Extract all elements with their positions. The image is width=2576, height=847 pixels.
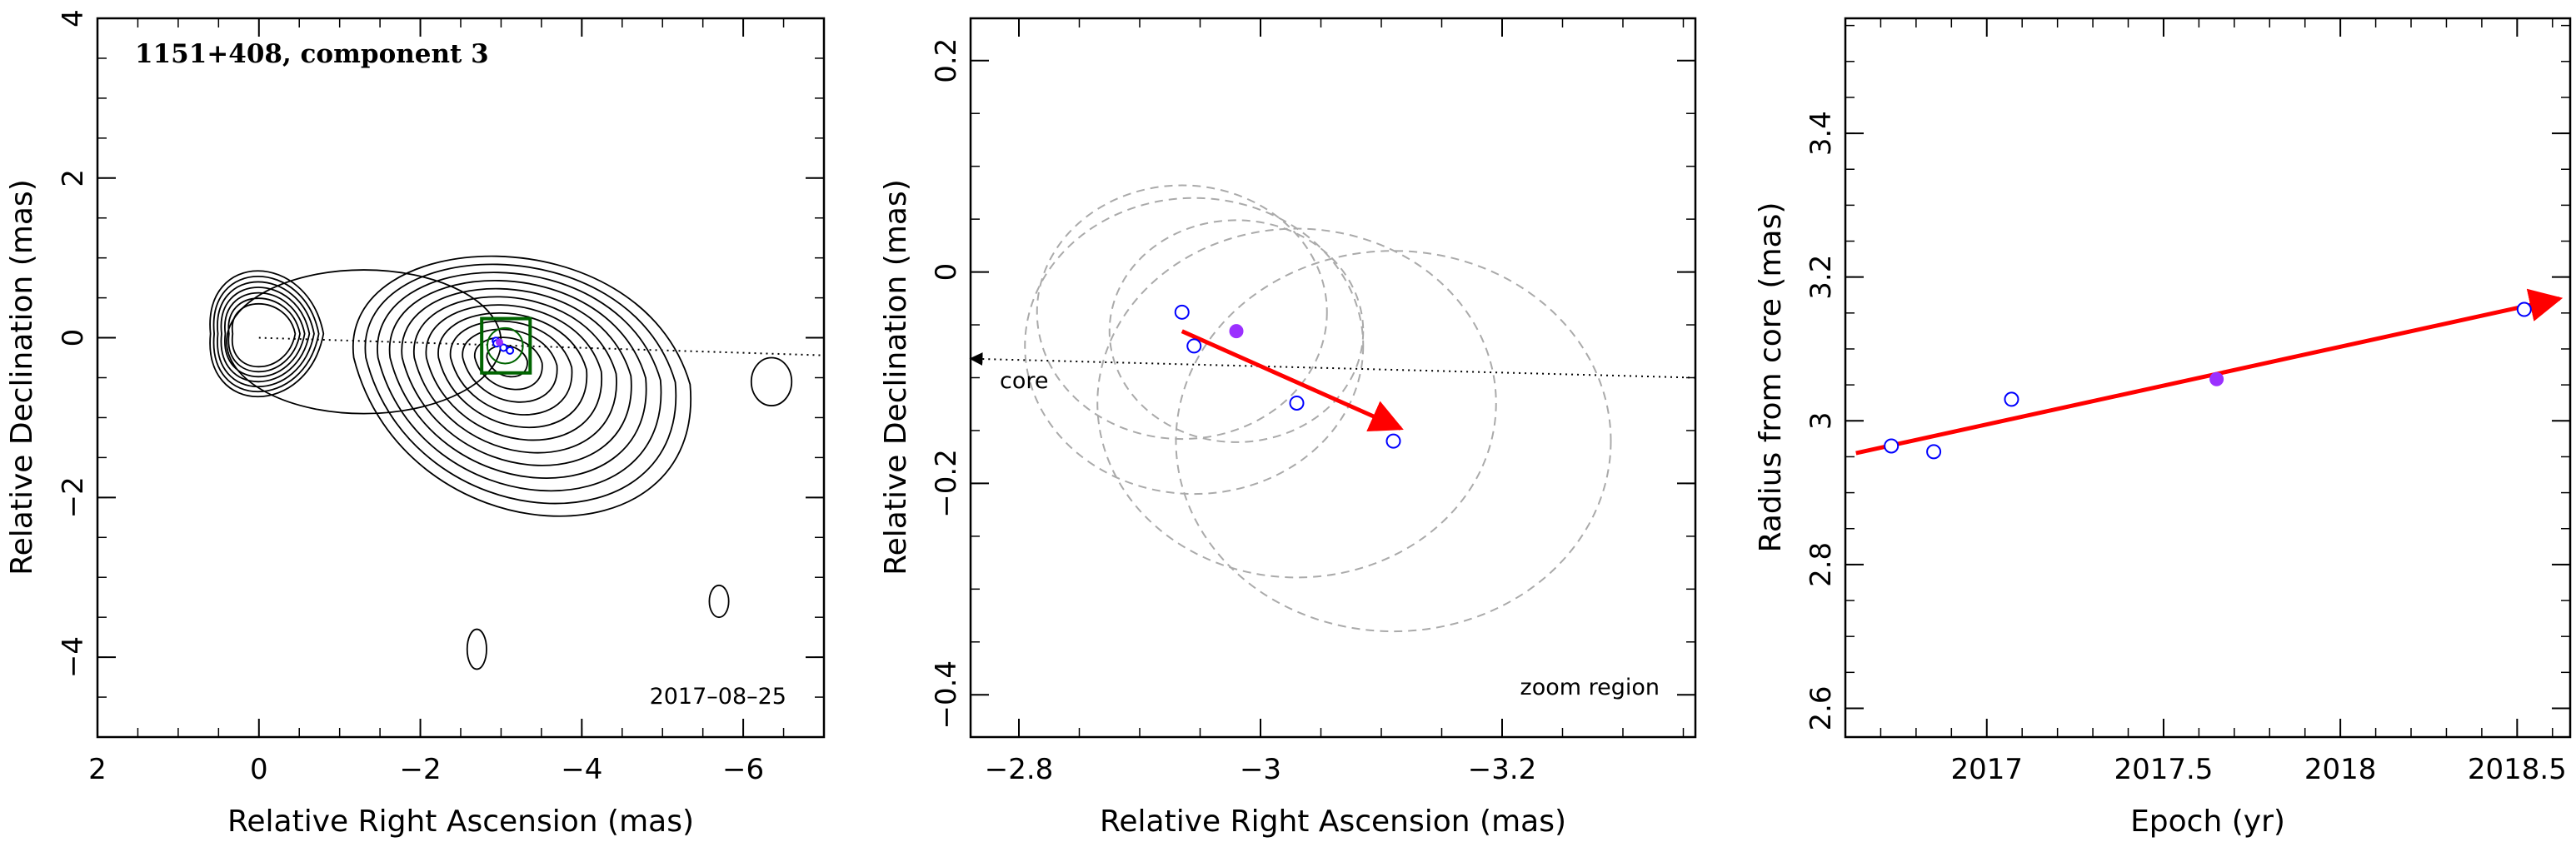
- component-contour: [377, 272, 662, 492]
- map-y-tick-label: 4: [57, 9, 90, 27]
- zoom-open-point: [1174, 304, 1190, 320]
- map-ticks: 2 0 −2 −4 −6 4 2 0 −2 −4: [57, 9, 825, 786]
- map-y-tick-label: −4: [57, 636, 90, 678]
- outer-contour: [466, 628, 487, 670]
- zoom-y-tick-label: −0.4: [930, 660, 963, 730]
- outer-contour: [708, 584, 730, 619]
- radius-y-tick-label: 3.2: [1805, 255, 1838, 300]
- zoom-open-point: [1186, 338, 1202, 354]
- radius-y-tick-label: 3.4: [1805, 111, 1838, 156]
- error-circle: [1108, 219, 1365, 443]
- map-x-tick-label: 2: [88, 753, 107, 786]
- map-y-axis-label: Relative Declination (mas): [5, 179, 39, 575]
- radius-ticks: 2017 2017.5 2018 2018.5 2.6 2.8 3 3.2 3.4: [1805, 18, 2570, 786]
- map-title: 1151+408, component 3: [135, 39, 489, 69]
- map-panel: 2 0 −2 −4 −6 4 2 0 −2 −4 1151+408, component 3 20…: [5, 9, 826, 839]
- zoom-open-point: [1385, 433, 1401, 449]
- map-x-axis-label: Relative Right Ascension (mas): [227, 805, 694, 839]
- core-contour: [227, 297, 301, 373]
- radius-open-point: [1884, 438, 1900, 454]
- radius-y-tick-label: 2.8: [1805, 542, 1838, 587]
- core-contour: [232, 302, 297, 368]
- zoom-y-axis-label: Relative Declination (mas): [879, 179, 913, 575]
- component-contour: [401, 287, 632, 466]
- map-marks: [258, 316, 825, 375]
- radius-open-point: [2516, 301, 2532, 317]
- zoom-circle: [486, 326, 524, 365]
- zoom-box: [480, 316, 532, 375]
- map-x-tick-label: −4: [561, 753, 602, 786]
- jet-axis-line: [258, 336, 825, 356]
- zoom-y-tick-label: 0: [930, 263, 963, 282]
- radius-x-axis-label: Epoch (yr): [2130, 805, 2285, 839]
- core-contour: [209, 270, 325, 397]
- component-contour: [364, 263, 677, 505]
- zoom-region-label: zoom region: [1520, 675, 1660, 700]
- map-x-tick-label: 0: [250, 753, 268, 786]
- radius-marks: [1855, 288, 2564, 460]
- error-circle: [1024, 197, 1365, 496]
- map-x-tick-label: −6: [722, 753, 764, 786]
- radius-frame: [1844, 17, 2572, 739]
- radius-x-tick-label: 2018.5: [2468, 753, 2567, 786]
- radius-x-tick-label: 2017: [1950, 753, 2023, 786]
- zoom-x-axis-label: Relative Right Ascension (mas): [1100, 805, 1566, 839]
- radius-y-axis-label: Radius from core (mas): [1754, 202, 1788, 553]
- radius-filled-point: [2209, 371, 2224, 386]
- zoom-y-tick-label: 0.2: [930, 38, 963, 83]
- component-contour: [352, 255, 691, 517]
- zoom-x-tick-label: −3.2: [1468, 753, 1537, 786]
- radius-x-tick-label: 2018: [2304, 753, 2377, 786]
- component-contour: [413, 296, 617, 454]
- map-open-point: [506, 346, 515, 355]
- component-contour: [437, 312, 587, 428]
- component-contour: [449, 320, 573, 416]
- component-contour: [425, 304, 602, 441]
- radius-x-tick-label: 2017.5: [2114, 753, 2213, 786]
- component-contour: [388, 280, 647, 479]
- map-y-tick-label: −2: [57, 476, 90, 518]
- core-contour: [220, 286, 311, 383]
- core-contour: [217, 281, 315, 387]
- radius-y-tick-label: 3: [1805, 411, 1838, 430]
- radius-open-point: [2004, 391, 2019, 407]
- error-circle: [1096, 227, 1497, 579]
- zoom-ticks: −2.8 −3 −3.2 0.2 0 −0.2 −0.4: [930, 18, 1695, 786]
- zoom-x-tick-label: −2.8: [985, 753, 1054, 786]
- zoom-x-tick-label: −3: [1240, 753, 1281, 786]
- zoom-marks: [969, 184, 1696, 633]
- core-contour: [212, 275, 320, 393]
- map-frame: [96, 17, 826, 739]
- map-y-tick-label: 2: [57, 169, 90, 187]
- zoom-panel: −2.8 −3 −3.20.20−0.2−0.4 core zoom region …: [879, 17, 1697, 839]
- core-direction-arrow: [969, 352, 1696, 379]
- error-circle: [1175, 250, 1612, 633]
- radius-panel: 2017 2017.5 2018 2018.5 2.6 2.8 3 3.2 3.4 Epoch …: [1754, 17, 2572, 839]
- error-circle: [1036, 184, 1328, 441]
- map-y-tick-label: 0: [57, 329, 90, 347]
- fit-line: [1855, 288, 2564, 456]
- zoom-frame: [969, 17, 1697, 739]
- zoom-open-point: [1289, 395, 1305, 411]
- core-label: core: [1000, 368, 1048, 394]
- map-x-tick-label: −2: [399, 753, 441, 786]
- outer-contour: [750, 356, 793, 406]
- zoom-y-tick-label: −0.2: [930, 449, 963, 518]
- component-contour: [474, 336, 543, 391]
- map-filled-point: [496, 338, 504, 346]
- map-open-point: [499, 343, 508, 352]
- radius-open-point: [1926, 444, 1942, 460]
- motion-vector: [1181, 329, 1404, 432]
- zoom-filled-point: [1229, 324, 1244, 339]
- radius-y-tick-label: 2.6: [1805, 685, 1838, 730]
- map-date: 2017–08–25: [650, 684, 786, 710]
